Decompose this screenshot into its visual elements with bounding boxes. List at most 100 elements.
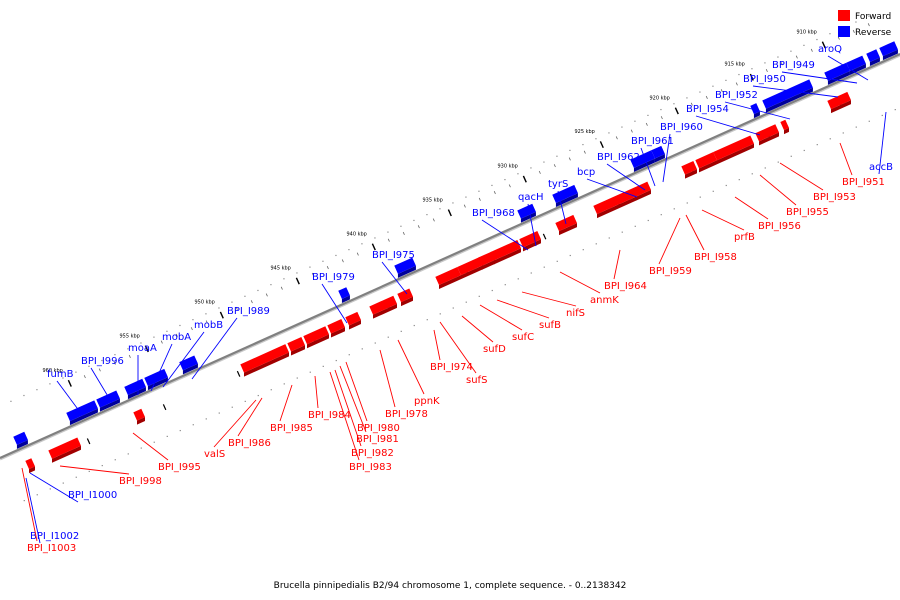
gene-prfB-depth bbox=[699, 160, 718, 173]
forward-guide-dot bbox=[88, 470, 90, 473]
reverse-guide-dot bbox=[426, 214, 428, 216]
gene-BPI_I995 bbox=[133, 408, 146, 421]
gene-prfB bbox=[695, 152, 718, 169]
forward-guide-dot bbox=[192, 424, 194, 426]
gene-label: qacH bbox=[518, 192, 544, 203]
forward-guide-dot bbox=[283, 383, 285, 385]
gene-aroQ-depth bbox=[869, 57, 880, 67]
gene-label: accB bbox=[869, 162, 893, 173]
gene-sufC-depth bbox=[482, 259, 496, 270]
leader-line bbox=[521, 291, 577, 307]
scale-minor-tick bbox=[280, 286, 283, 290]
leader-line bbox=[658, 217, 681, 265]
leader-line bbox=[90, 367, 113, 404]
gene-label: BPI_I962 bbox=[597, 152, 640, 163]
scale-minor-tick bbox=[705, 95, 708, 99]
reverse-guide-dot bbox=[582, 143, 584, 146]
gene-BPI_I962 bbox=[630, 150, 655, 168]
gene-label: sufD bbox=[483, 344, 506, 355]
leader-line bbox=[557, 190, 567, 225]
gene-BPI_I998 bbox=[48, 437, 82, 459]
leader-line bbox=[461, 315, 494, 343]
forward-guide-dot bbox=[764, 167, 766, 169]
scale-tick bbox=[67, 379, 72, 387]
reverse-guide-dot bbox=[36, 389, 38, 391]
forward-guide-dot bbox=[413, 324, 415, 327]
forward-guide-dot bbox=[270, 389, 272, 391]
leader-line bbox=[439, 321, 477, 374]
leader-line bbox=[345, 361, 368, 422]
gene-BPI_I996 bbox=[96, 390, 120, 408]
reverse-guide-dot bbox=[387, 231, 389, 233]
legend-label: Reverse bbox=[855, 28, 892, 38]
gene-sufD bbox=[457, 257, 484, 276]
scale-minor-tick bbox=[645, 122, 648, 126]
scale-minor-tick bbox=[250, 300, 253, 304]
scale-minor-tick bbox=[265, 293, 268, 297]
gene-label: BPI_I958 bbox=[694, 252, 737, 263]
reverse-guide-dot bbox=[218, 307, 220, 309]
gene-label: anmK bbox=[590, 295, 619, 306]
reverse-guide-dot bbox=[62, 377, 64, 379]
forward-guide-dot bbox=[49, 488, 51, 490]
gene-BPI_I979 bbox=[338, 287, 350, 300]
reverse-guide-dot bbox=[777, 56, 779, 58]
gene-label: mobB bbox=[194, 320, 223, 331]
gene-label: mobA bbox=[162, 332, 191, 343]
gene-label: BPI_I952 bbox=[715, 90, 758, 101]
gene-ppnK bbox=[397, 288, 414, 303]
gene-label: BPI_I1002 bbox=[30, 531, 79, 542]
gene-BPI_I978-depth bbox=[373, 303, 398, 319]
forward-guide-dot bbox=[660, 214, 662, 216]
scale-minor-tick bbox=[175, 333, 178, 337]
gene-qacH-depth bbox=[520, 211, 536, 223]
scale-minor-tick bbox=[538, 170, 541, 174]
forward-guide-dot bbox=[894, 109, 896, 111]
reverse-guide-dot bbox=[569, 149, 571, 152]
forward-guide-dot bbox=[712, 190, 714, 192]
scale-minor-tick bbox=[98, 368, 101, 372]
scale-minor-tick bbox=[463, 204, 466, 208]
gene-label: BPI_I986 bbox=[228, 438, 271, 449]
forward-guide-dot bbox=[790, 155, 792, 157]
forward-guide-dot bbox=[530, 272, 532, 274]
leader-line bbox=[56, 380, 81, 413]
reverse-guide-dot bbox=[400, 225, 402, 227]
scale-tick-label: 950 kbp bbox=[194, 300, 214, 306]
gene-label: BPI_I995 bbox=[158, 462, 201, 473]
reverse-guide-dot bbox=[712, 85, 714, 87]
forward-guide-dot bbox=[153, 441, 155, 443]
gene-anmK-depth bbox=[559, 223, 578, 236]
reverse-guide-dot bbox=[621, 126, 623, 128]
reverse-guide-dot bbox=[868, 15, 870, 17]
gene-label: nifS bbox=[566, 308, 585, 319]
gene-BPI_I951 bbox=[827, 91, 852, 110]
scale-tick bbox=[371, 243, 376, 251]
scale-minor-tick bbox=[417, 225, 420, 229]
scale-tick bbox=[522, 175, 527, 183]
gene-label: BPI_I956 bbox=[758, 221, 801, 232]
reverse-guide-dot bbox=[595, 138, 597, 140]
gene-label: valS bbox=[204, 449, 225, 460]
gene-sufS-depth bbox=[439, 275, 462, 290]
scale-tick-lower bbox=[86, 438, 91, 445]
leader-line bbox=[613, 249, 621, 280]
gene-BPI_I980 bbox=[345, 311, 362, 326]
forward-guide-dot bbox=[816, 144, 818, 146]
reverse-guide-dot bbox=[179, 324, 181, 327]
reverse-guide-dot bbox=[647, 114, 649, 117]
gene-BPI_I986-depth bbox=[291, 345, 306, 356]
leader-line bbox=[314, 375, 319, 409]
gene-BPI_I955 bbox=[755, 124, 780, 142]
reverse-guide-dot bbox=[296, 272, 298, 274]
gene-label: bcp bbox=[577, 167, 595, 178]
gene-label: BPI_I978 bbox=[385, 409, 428, 420]
scale-minor-tick bbox=[83, 375, 86, 379]
gene-BPI_I964-depth bbox=[597, 189, 652, 219]
scale-minor-tick bbox=[113, 361, 116, 365]
gene-valS bbox=[240, 344, 290, 373]
reverse-guide-dot bbox=[478, 190, 480, 192]
forward-guide-dot bbox=[231, 406, 233, 408]
gene-fumB bbox=[66, 400, 98, 422]
scale-tick bbox=[749, 73, 754, 81]
